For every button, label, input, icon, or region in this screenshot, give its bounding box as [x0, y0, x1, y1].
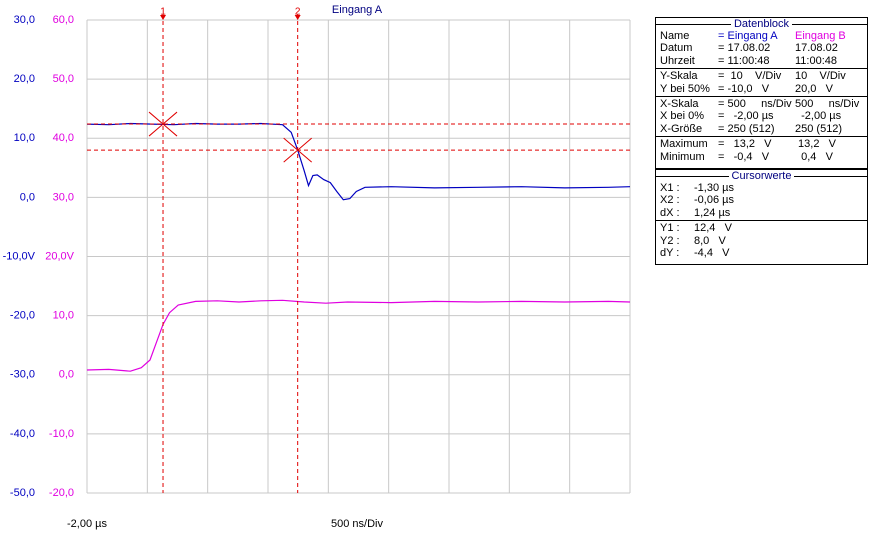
panel-header: Cursorwerte [656, 170, 867, 182]
y2-tick-label: 30,0 [53, 191, 74, 203]
separator [656, 68, 867, 70]
y-tick-label: 20,0 [14, 73, 35, 85]
data-cell: 20,0 V [795, 82, 833, 95]
data-cell: Y-Skala [660, 70, 698, 83]
panel-title: Cursorwerte [728, 170, 795, 182]
data-cell: = 10 V/Div [718, 70, 782, 83]
data-cell: = -0,4 V [718, 150, 770, 163]
y-tick-label: -20,0 [10, 310, 35, 322]
x-start-label: -2,00 µs [67, 518, 107, 530]
data-cell: Datum [660, 42, 693, 55]
cursor-name: dY : [660, 246, 680, 259]
data-cell: Name [660, 30, 690, 42]
cursor-label: 1 [160, 7, 166, 18]
cursor-arrow [160, 15, 167, 20]
y-tick-label: -10,0V [3, 250, 36, 262]
y2-tick-label: 50,0 [53, 73, 74, 85]
data-cell: = 500 ns/Div [718, 97, 792, 110]
datenblock-panel: Datenblock Name = Eingang A Eingang B Datum… [655, 17, 868, 169]
data-row: Y bei 50% = -10,0 V 20,0 V [656, 83, 867, 95]
data-cell: = 250 (512) [718, 122, 775, 135]
cursor-name: X1 : [660, 182, 680, 194]
y2-tick-label: -10,0 [49, 428, 74, 440]
data-row: X-Größe = 250 (512) 250 (512) [656, 123, 867, 135]
data-cell: Y bei 50% [660, 82, 710, 95]
data-row: X bei 0% = -2,00 µs -2,00 µs [656, 110, 867, 122]
cursor-name: Y1 : [660, 222, 680, 235]
cursor-name: Y2 : [660, 234, 680, 247]
data-cell: = 11:00:48 [718, 54, 770, 67]
data-cell: Minimum [660, 150, 705, 163]
cursor-row: X1 : -1,30 µs [656, 182, 867, 194]
cursor-row: X2 : -0,06 µs [656, 194, 867, 206]
y-tick-label: -40,0 [10, 428, 35, 440]
cursor-row: Y1 : 12,4 V [656, 222, 867, 234]
data-cell: 250 (512) [795, 122, 843, 135]
chart-title: Eingang A [332, 4, 383, 16]
data-cell: 10 V/Div [795, 70, 846, 83]
cursor-row: dX : 1,24 µs [656, 207, 867, 219]
panel-header: Datenblock [656, 18, 867, 30]
y-tick-label: -50,0 [10, 487, 35, 499]
y-tick-label: 10,0 [14, 132, 35, 144]
cursor-arrow [294, 15, 301, 20]
data-cell: = 17.08.02 [718, 42, 771, 55]
trace [86, 122, 631, 201]
y-tick-label: 30,0 [14, 14, 35, 26]
data-row: X-Skala = 500 ns/Div 500 ns/Div [656, 98, 867, 110]
data-cell: = 13,2 V [718, 138, 772, 151]
data-cell: Uhrzeit [660, 54, 695, 67]
data-cell: 0,4 V [795, 150, 833, 163]
separator [656, 136, 867, 138]
data-cell: 11:00:48 [795, 54, 838, 67]
data-cell: Eingang B [795, 30, 846, 42]
cursor-value: 1,24 µs [694, 206, 731, 219]
x-scale-label: 500 ns/Div [331, 518, 383, 530]
data-row: Minimum = -0,4 V 0,4 V [656, 151, 867, 163]
y2-tick-label: 60,0 [53, 14, 74, 26]
panel-title: Datenblock [730, 18, 793, 30]
cursor-name: dX : [660, 206, 680, 219]
cursor-cross [148, 111, 178, 137]
data-cell: = -2,00 µs [718, 110, 774, 123]
data-cell: 13,2 V [795, 138, 836, 151]
y2-tick-label: 10,0 [53, 310, 74, 322]
cursor-row: dY : -4,4 V [656, 247, 867, 259]
y2-tick-label: -20,0 [49, 487, 74, 499]
data-cell: -2,00 µs [795, 110, 842, 123]
cursor-name: X2 : [660, 194, 680, 207]
data-row: Uhrzeit = 11:00:48 11:00:48 [656, 55, 867, 67]
y2-tick-label: 20,0V [45, 250, 74, 262]
y2-tick-label: 0,0 [59, 369, 74, 381]
scope-plot: Eingang A -2,00 µs 500 ns/Div 30,020,010… [3, 4, 631, 530]
cursor-row: Y2 : 8,0 V [656, 235, 867, 247]
cursor-value: 12,4 V [694, 222, 732, 235]
cursor-value: -1,30 µs [694, 182, 734, 194]
cursor-value: -0,06 µs [694, 194, 734, 207]
data-row: Datum = 17.08.02 17.08.02 [656, 42, 867, 54]
data-row: Name = Eingang A Eingang B [656, 30, 867, 42]
separator [656, 95, 867, 97]
y-tick-label: -30,0 [10, 369, 35, 381]
data-cell: X-Skala [660, 97, 699, 110]
separator [656, 220, 867, 222]
data-row: Y-Skala = 10 V/Div 10 V/Div [656, 70, 867, 82]
cursorwerte-panel: Cursorwerte X1 : -1,30 µs X2 : -0,06 µs dX :… [655, 169, 868, 265]
data-cell: = Eingang A [718, 30, 778, 42]
data-cell: X-Größe [660, 122, 703, 135]
data-cell: 17.08.02 [795, 42, 838, 55]
data-cell: X bei 0% [660, 110, 705, 123]
cursor-cross [283, 137, 313, 163]
cursor-label: 2 [295, 7, 301, 18]
data-cell: = -10,0 V [718, 82, 770, 95]
y2-tick-label: 40,0 [53, 132, 74, 144]
cursor-value: -4,4 V [694, 246, 730, 259]
data-cell: 500 ns/Div [795, 97, 860, 110]
trace [86, 299, 631, 372]
y-tick-label: 0,0 [20, 191, 35, 203]
data-row: Maximum = 13,2 V 13,2 V [656, 138, 867, 150]
data-cell: Maximum [660, 138, 708, 151]
cursor-value: 8,0 V [694, 234, 726, 247]
